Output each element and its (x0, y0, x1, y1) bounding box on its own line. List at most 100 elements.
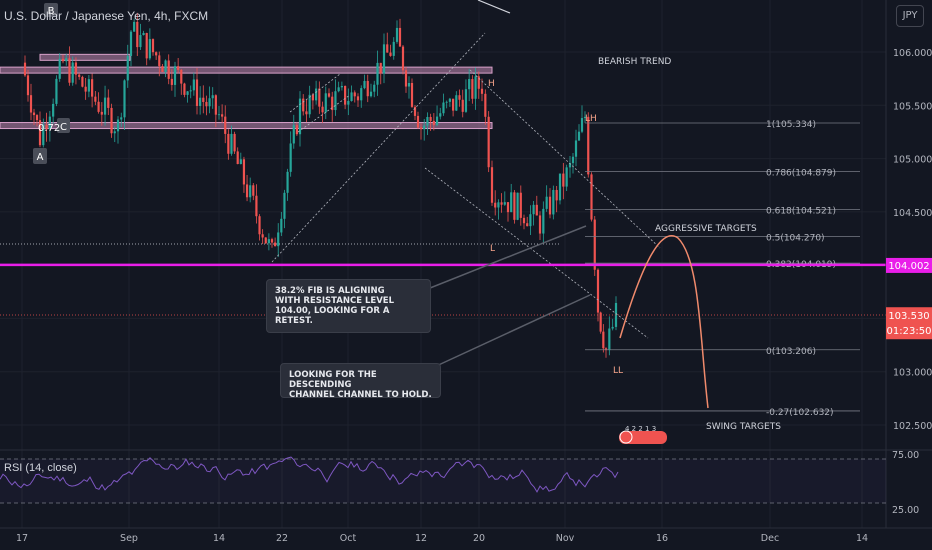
candle-body (419, 127, 423, 130)
candle-body (305, 111, 308, 115)
callout-fib-note: 38.2% FIB IS ALIGNING WITH RESISTANCE LE… (266, 279, 431, 333)
candle-body (129, 31, 133, 56)
candle-body (158, 55, 161, 67)
candle-body (186, 91, 189, 95)
callout-fib-pointer (419, 225, 587, 293)
candle-body (548, 196, 552, 215)
candle-body (170, 78, 173, 85)
candle-body (461, 99, 464, 112)
callout-channel-pointer (431, 294, 591, 369)
candle-body (258, 216, 261, 235)
candle-body (545, 196, 548, 209)
price-tick-label: 104.500 (893, 208, 932, 219)
candle-body (123, 80, 126, 118)
time-tick-label: Nov (556, 533, 575, 544)
swing-targets-label: SWING TARGETS (706, 422, 781, 432)
time-tick-label: Dec (761, 533, 779, 544)
candle-body (334, 91, 337, 111)
candle-body (532, 204, 535, 215)
candle-body (552, 189, 555, 215)
candle-body (245, 184, 249, 198)
candle-body (100, 111, 103, 115)
candle-body (542, 208, 545, 234)
candle-body (410, 82, 414, 107)
candle-body (480, 88, 484, 94)
candle-body (270, 239, 274, 243)
rsi-band (0, 459, 886, 503)
candle-body (577, 131, 581, 141)
candle-body (350, 92, 353, 101)
top-drawn-line (477, 0, 511, 14)
candle-body (180, 69, 183, 84)
time-tick-label: 20 (473, 533, 485, 544)
currency-badge[interactable]: JPY (896, 5, 924, 27)
price-tick-label: 103.000 (893, 368, 932, 379)
candle-body (395, 27, 399, 42)
candle-body (369, 91, 373, 97)
time-tick-label: 16 (656, 533, 668, 544)
candle-body (500, 202, 503, 205)
lower-low-label: LL (613, 366, 623, 376)
candle-body (413, 106, 417, 116)
trend-lines (0, 0, 886, 339)
candle-body (555, 189, 558, 201)
candle-body (366, 80, 369, 97)
candle-body (277, 232, 280, 247)
candle-body (48, 116, 51, 130)
candle-body (506, 202, 510, 213)
candle-body (516, 192, 519, 220)
candle-body (497, 202, 500, 208)
candle-body (571, 156, 575, 164)
resistance-zone (0, 66, 493, 74)
candle-body (35, 115, 39, 121)
candle-body (448, 98, 451, 102)
fib-level-label: 0(103.206) (766, 347, 816, 357)
candle-body (236, 151, 239, 165)
candle-body (26, 75, 30, 96)
candle-body (167, 60, 170, 79)
candle-body (331, 96, 334, 111)
candle-body (120, 117, 123, 120)
candle-body (38, 120, 42, 146)
candle-body (283, 192, 286, 219)
svg-text:A: A (37, 152, 44, 163)
time-tick-label: 12 (415, 533, 427, 544)
callout-channel-note: LOOKING FOR THE DESCENDING CHANNEL CHANN… (280, 363, 441, 400)
candle-body (23, 62, 27, 76)
candle-body (136, 21, 139, 48)
candle-body (510, 192, 513, 213)
rsi-tick-25: 25.00 (892, 505, 919, 516)
candle-body (522, 217, 526, 224)
candle-body (340, 86, 343, 88)
last-price-badge: 103.530 01:23:50 (886, 307, 932, 340)
candle-body (513, 192, 516, 220)
time-axis[interactable]: 17 Sep 14 22 Oct 12 20 Nov 16 Dec 14 (16, 533, 868, 544)
candle-body (126, 55, 129, 81)
candle-body (94, 96, 97, 102)
candle-body (373, 84, 376, 92)
candle-body (471, 79, 474, 99)
candle-body (382, 44, 386, 74)
candle-body (155, 52, 158, 56)
candle-body (227, 133, 230, 154)
candle-body (29, 95, 33, 113)
candle-body (608, 328, 611, 351)
candle-body (61, 58, 65, 62)
rsi-line (0, 456, 619, 493)
candle-body (252, 185, 255, 196)
candle-body (199, 97, 202, 106)
candle-body (611, 326, 614, 329)
fib-level-label: 0.5(104.270) (766, 233, 825, 243)
candle-body (494, 202, 497, 208)
candle-body (71, 62, 74, 83)
candle-body (274, 242, 277, 247)
candle-body (255, 195, 258, 217)
countdown-label: 01:23:50 (887, 326, 932, 337)
candle-body (81, 76, 84, 87)
candle-body (74, 62, 78, 75)
rsi-tick-75: 75.00 (892, 450, 919, 461)
candle-body (164, 60, 167, 72)
candle-body (249, 185, 252, 198)
candle-body (221, 114, 224, 117)
